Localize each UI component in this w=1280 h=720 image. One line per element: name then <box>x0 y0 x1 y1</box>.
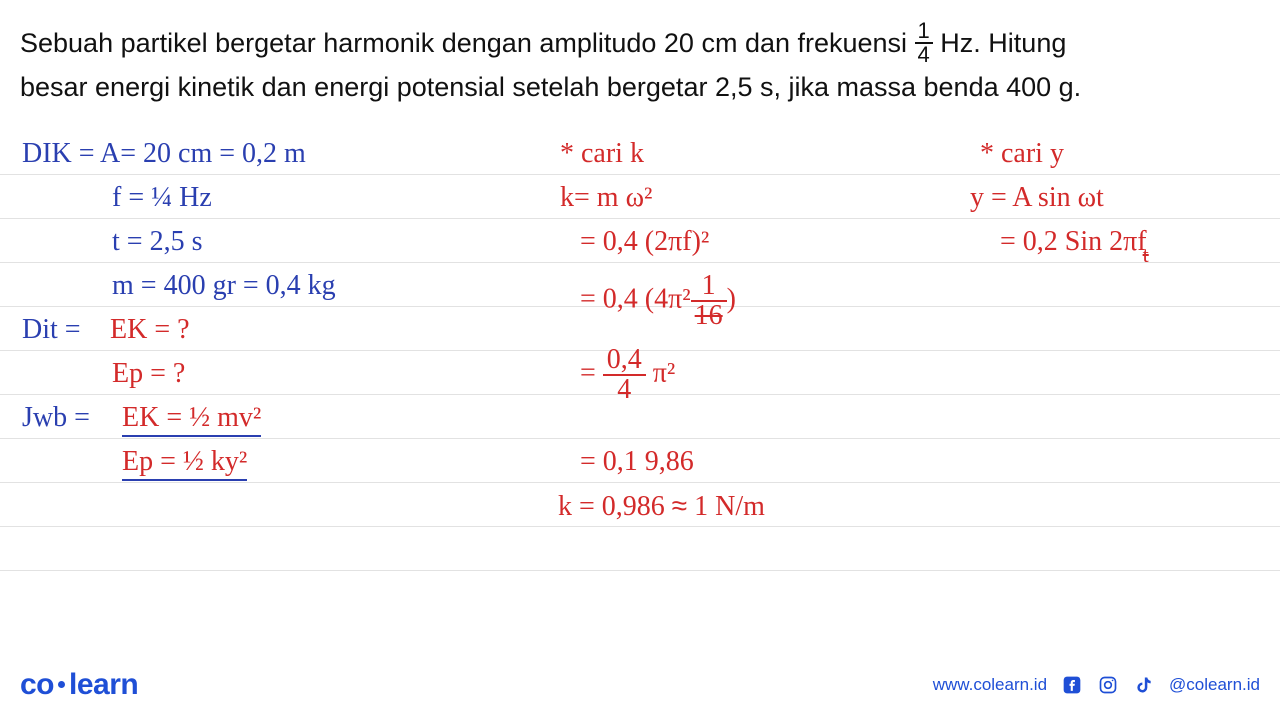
fraction-1-4: 14 <box>915 20 933 66</box>
footer: colearn www.colearn.id @colearn.id <box>20 668 1260 702</box>
formula-ek: EK = ½ mv² <box>122 404 261 432</box>
fraction-denominator: 4 <box>915 44 933 66</box>
problem-line1-pre: Sebuah partikel bergetar harmonik dengan… <box>20 28 915 58</box>
footer-url: www.colearn.id <box>933 675 1047 695</box>
answer-label: Jwb = <box>22 404 90 432</box>
k-step1: = 0,4 (2πf)² <box>580 228 709 256</box>
k-step2-frac: 116 <box>691 272 727 330</box>
page: Sebuah partikel bergetar harmonik dengan… <box>0 0 1280 720</box>
k-result-one: 1 <box>687 491 715 522</box>
footer-handle: @colearn.id <box>1169 675 1260 695</box>
k-step3-eq: = <box>580 357 603 388</box>
k-step3-frac: 0,44 <box>603 346 646 404</box>
problem-line2: besar energi kinetik dan energi potensia… <box>20 72 1081 102</box>
asked-ek: EK = ? <box>110 316 190 344</box>
k-step4: = 0,1 9,86 <box>580 448 694 476</box>
formula-ep: Ep = ½ ky² <box>122 448 247 476</box>
rule-line <box>0 262 1280 263</box>
k-step3-post: π² <box>646 357 676 388</box>
fraction-numerator: 1 <box>915 20 933 44</box>
y-step1-strike: t <box>1143 242 1149 267</box>
rule-line <box>0 482 1280 483</box>
instagram-icon <box>1097 674 1119 696</box>
footer-right: www.colearn.id @colearn.id <box>933 674 1260 696</box>
rule-line <box>0 174 1280 175</box>
approx-icon: ≈ <box>672 490 687 521</box>
tiktok-icon <box>1133 674 1155 696</box>
k-result-value: k = 0,986 <box>558 491 672 522</box>
logo-dot-icon <box>58 681 65 688</box>
k-result: k = 0,986 ≈ 1 N/m <box>558 492 765 521</box>
k-formula: k= m ω² <box>560 184 652 212</box>
given-mass: m = 400 gr = 0,4 kg <box>112 272 336 300</box>
y-step1-text: = 0,2 Sin 2πf <box>1000 226 1147 257</box>
asked-label: Dit = <box>22 316 81 344</box>
facebook-icon <box>1061 674 1083 696</box>
k-step2-den: 16 <box>691 302 727 330</box>
k-step2-pre: = 0,4 (4π² <box>580 283 691 314</box>
k-step2-num: 1 <box>691 272 727 302</box>
rule-line <box>0 570 1280 571</box>
find-y-title: * cari y <box>980 140 1064 168</box>
y-step1: = 0,2 Sin 2πft <box>1000 228 1149 256</box>
find-k-title: * cari k <box>560 140 644 168</box>
k-step2: = 0,4 (4π²116) <box>580 272 736 330</box>
problem-line1-post: Hz. Hitung <box>933 28 1067 58</box>
formula-ek-text: EK = ½ mv² <box>122 402 261 437</box>
problem-text: Sebuah partikel bergetar harmonik dengan… <box>20 22 1250 107</box>
logo-part-a: co <box>20 668 54 701</box>
rule-line <box>0 526 1280 527</box>
brand-logo: colearn <box>20 668 138 702</box>
k-step2-close: ) <box>727 283 736 314</box>
k-step3-num: 0,4 <box>603 346 646 376</box>
k-step3: = 0,44 π² <box>580 346 675 404</box>
given-amplitude: DIK = A= 20 cm = 0,2 m <box>22 140 306 168</box>
given-time: t = 2,5 s <box>112 228 202 256</box>
k-result-unit: N/m <box>715 491 765 522</box>
asked-ep: Ep = ? <box>112 360 185 388</box>
note-area: DIK = A= 20 cm = 0,2 m f = ¼ Hz t = 2,5 … <box>0 130 1280 640</box>
rule-line <box>0 218 1280 219</box>
k-step3-den: 4 <box>603 376 646 404</box>
logo-part-b: learn <box>69 668 138 701</box>
formula-ep-text: Ep = ½ ky² <box>122 446 247 481</box>
given-frequency: f = ¼ Hz <box>112 184 212 212</box>
y-formula: y = A sin ωt <box>970 184 1104 212</box>
rule-line <box>0 438 1280 439</box>
